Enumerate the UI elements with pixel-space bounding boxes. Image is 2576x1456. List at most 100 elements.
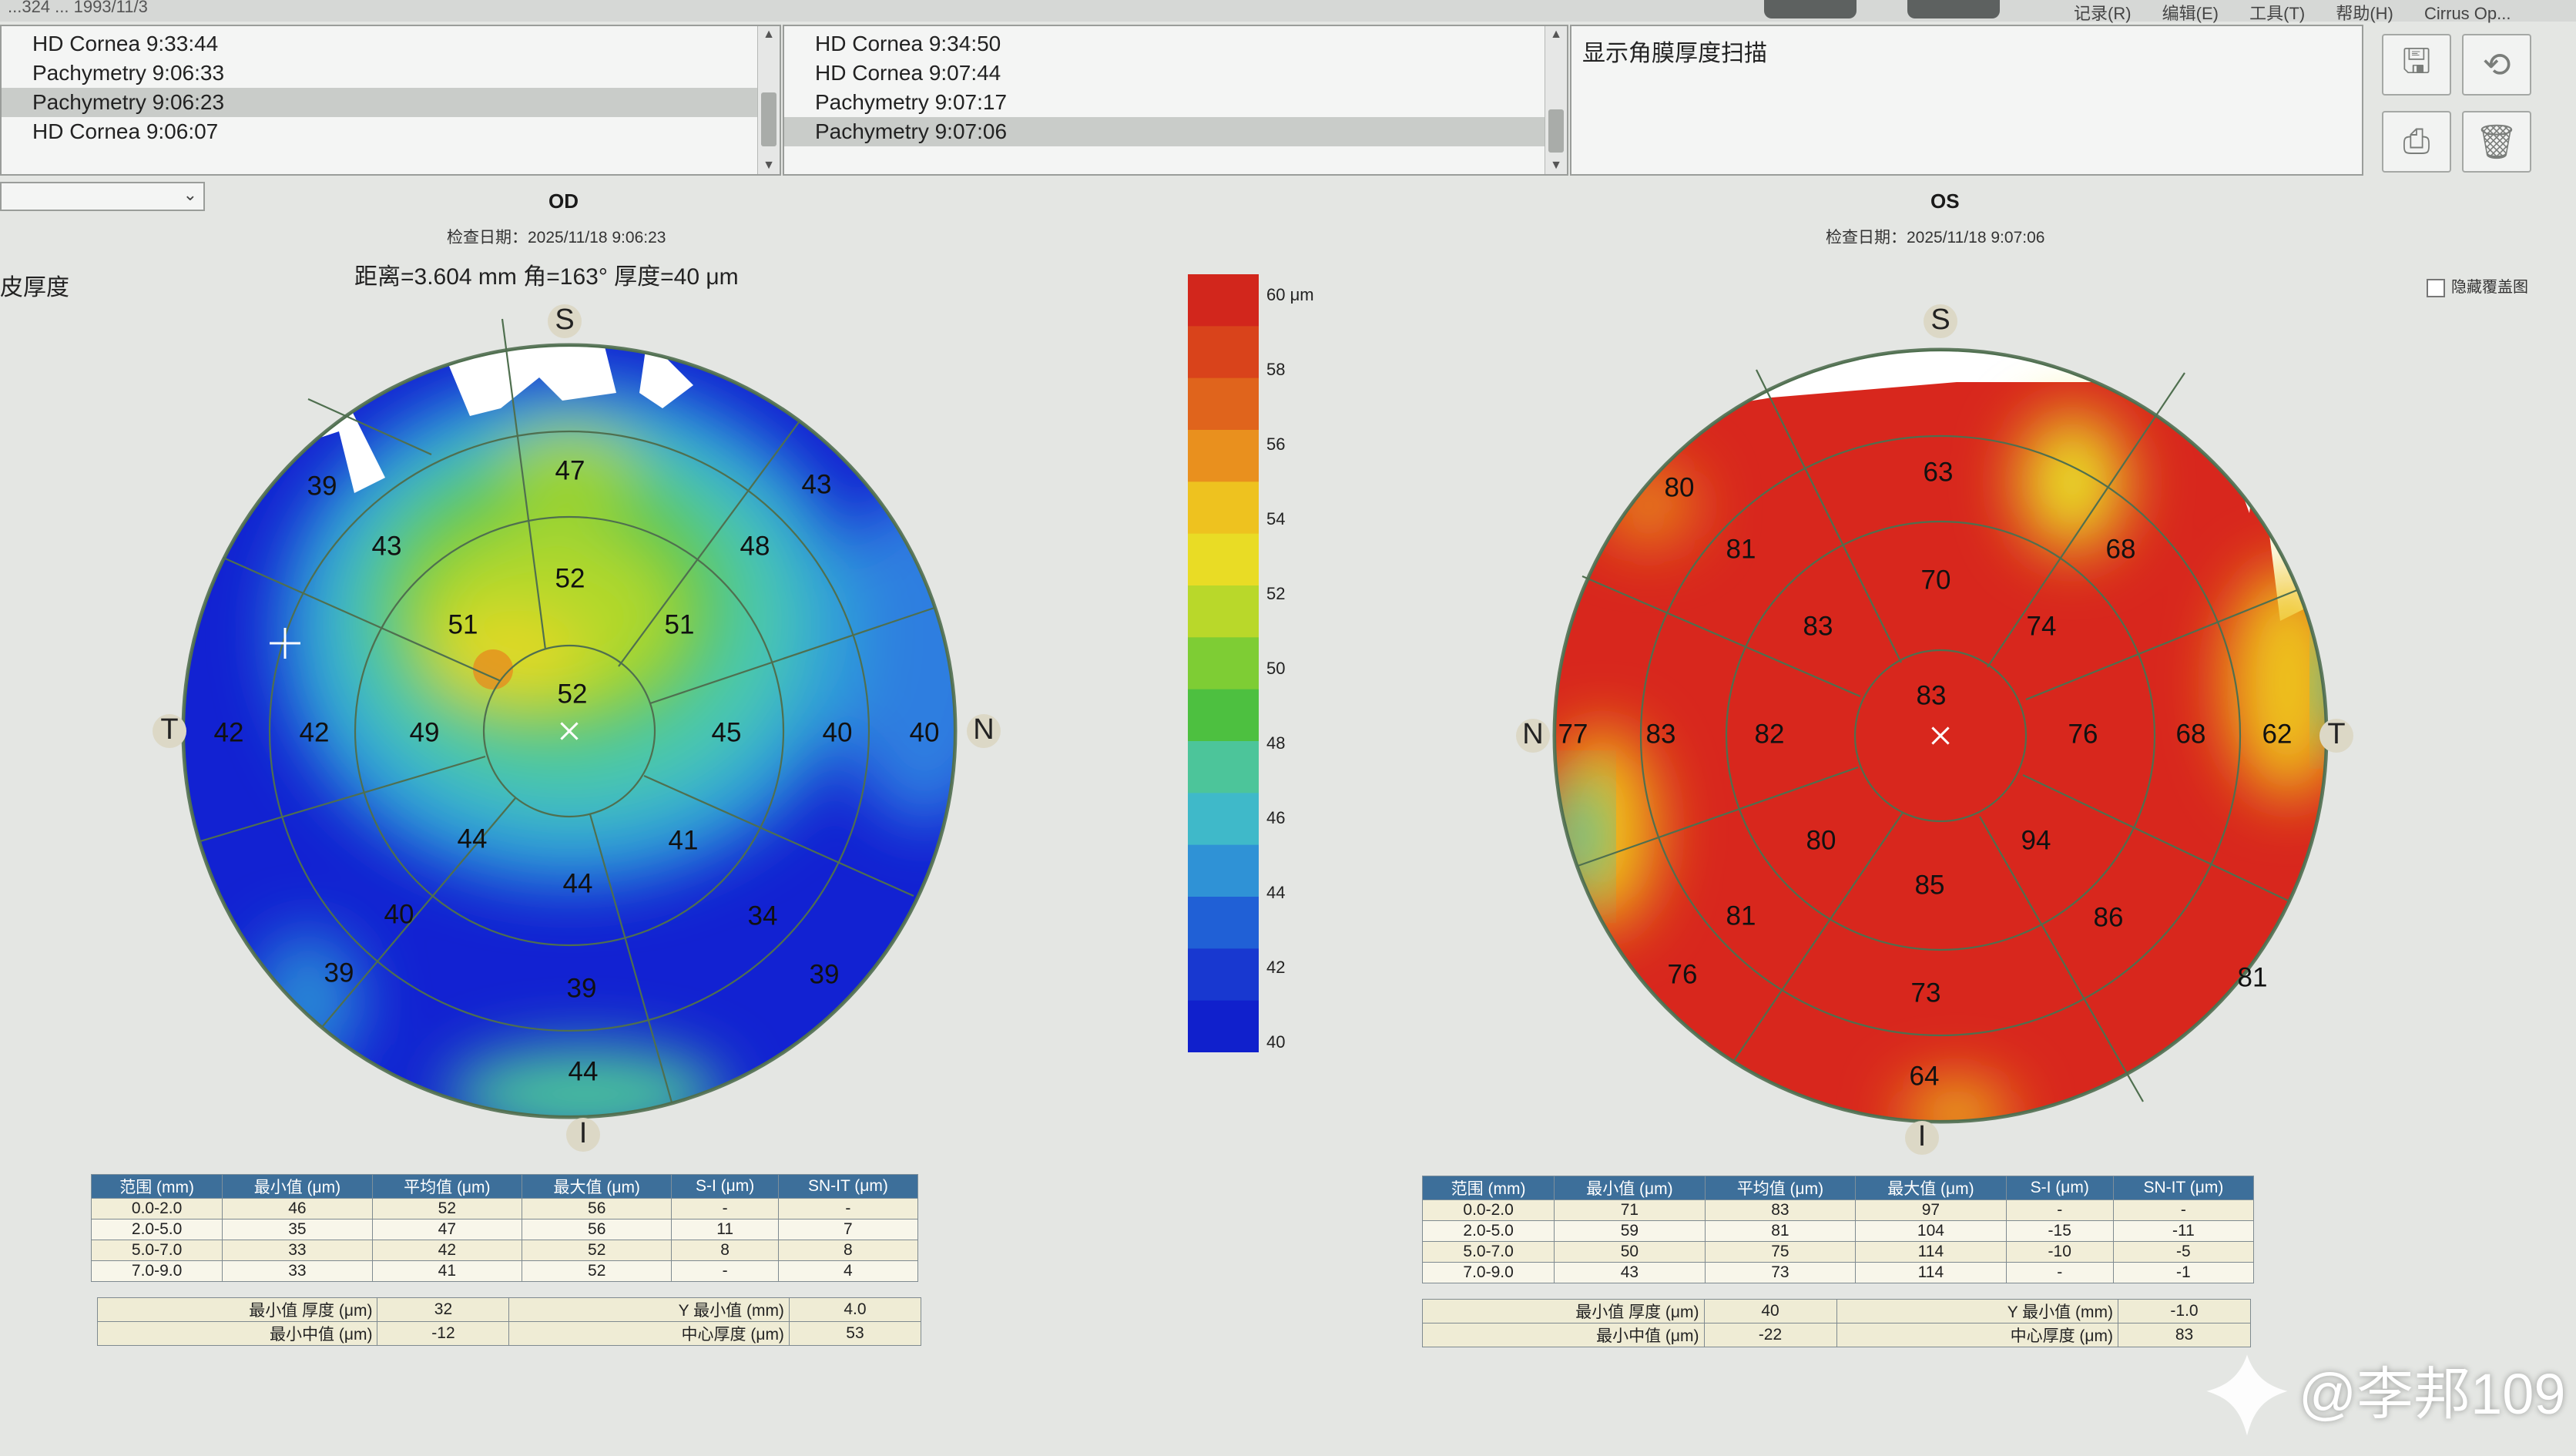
od-scan-item[interactable]: Pachymetry 9:06:33	[32, 61, 225, 85]
table-cell: -	[671, 1260, 779, 1282]
menu-tools[interactable]: 工具(T)	[2249, 4, 2306, 23]
od-zone-value: 52	[558, 679, 588, 709]
table-cell: 33	[222, 1260, 373, 1282]
save-button[interactable]: 🖫	[2382, 34, 2451, 96]
scan-description-panel: 显示角膜厚度扫描	[1570, 25, 2363, 176]
scroll-thumb[interactable]	[1548, 109, 1564, 153]
os-toggle-button[interactable]	[1907, 0, 2000, 18]
color-scale-label: 60 μm	[1266, 285, 1314, 304]
od-zone-value: 48	[740, 531, 770, 561]
print-button[interactable]: ⎙	[2382, 111, 2451, 173]
od-heatmap	[184, 346, 954, 1116]
table-header-cell: 范围 (mm)	[1421, 1176, 1555, 1200]
color-scale-band	[1188, 430, 1259, 483]
od-scan-item[interactable]: Pachymetry 9:06:23	[2, 88, 780, 117]
os-zone-value: 76	[2068, 719, 2098, 749]
od-scan-item[interactable]: HD Cornea 9:06:07	[32, 119, 219, 143]
table-row: 7.0-9.0 33 41 52-4	[90, 1260, 919, 1282]
summary-cell: -22	[1703, 1323, 1837, 1347]
table-cell: 52	[371, 1198, 523, 1219]
scroll-up-icon[interactable]: ▲	[1550, 28, 1562, 41]
color-scale-band	[1188, 481, 1259, 535]
od-measurement-readout: 距离=3.604 mm 角=163° 厚度=40 μm	[354, 264, 739, 290]
table-cell: 71	[1554, 1199, 1706, 1221]
summary-cell: 32	[377, 1297, 510, 1322]
os-scan-item[interactable]: Pachymetry 9:07:17	[815, 90, 1008, 114]
summary-cell: 最小中值 (μm)	[1422, 1323, 1705, 1347]
scroll-thumb[interactable]	[761, 92, 776, 146]
table-cell: 50	[1554, 1241, 1706, 1263]
color-scale-band	[1188, 326, 1259, 379]
scroll-down-icon[interactable]: ▼	[1550, 159, 1562, 172]
od-zone-value: 49	[410, 717, 440, 747]
color-scale-band	[1188, 1000, 1259, 1052]
od-zone-value: 52	[555, 563, 585, 593]
table-header-cell: 平均值 (μm)	[371, 1174, 523, 1199]
color-scale-label: 42	[1266, 958, 1286, 977]
od-zone-value: 39	[324, 958, 354, 988]
od-zone-value: 51	[665, 609, 695, 639]
summary-cell: 4.0	[788, 1297, 922, 1322]
od-zone-value: 39	[307, 471, 337, 501]
os-zone-value: 74	[2027, 611, 2057, 641]
os-zone-value: 68	[2176, 719, 2206, 749]
table-cell: 2.0-5.0	[1421, 1220, 1555, 1242]
od-zone-value: 43	[802, 469, 832, 499]
os-zone-value: 83	[1646, 719, 1676, 749]
od-zone-value: 34	[748, 901, 778, 931]
od-scan-list[interactable]: HD Cornea 9:33:44 Pachymetry 9:06:33 Pachy…	[0, 25, 781, 176]
table-cell: -15	[2005, 1220, 2114, 1242]
table-cell: 5.0-7.0	[1421, 1241, 1555, 1263]
os-zone-value: 64	[1910, 1061, 1940, 1091]
menu-cirrus[interactable]: Cirrus Op...	[2424, 4, 2511, 23]
checkbox-box[interactable]	[2427, 278, 2445, 297]
od-thickness-map[interactable]: 52 52 51 45 41 44 49 51 47 48 40 34 39 4…	[108, 293, 1017, 1156]
table-cell: 114	[1855, 1241, 2007, 1263]
od-zone-value: 41	[669, 825, 699, 855]
od-zone-value: 39	[567, 973, 597, 1003]
os-scan-item[interactable]: HD Cornea 9:07:44	[815, 61, 1001, 85]
color-scale-band	[1188, 689, 1259, 742]
table-cell: 11	[671, 1219, 779, 1240]
summary-row: 最小中值 (μm) -22 中心厚度 (μm) 83	[1422, 1323, 2251, 1347]
od-scan-item[interactable]: HD Cornea 9:33:44	[32, 32, 219, 55]
summary-row: 最小值 厚度 (μm) 40 Y 最小值 (mm) -1.0	[1422, 1299, 2251, 1323]
analysis-dropdown[interactable]: ⌄	[0, 182, 205, 211]
os-zone-value: 81	[2238, 962, 2268, 992]
os-zone-value: 80	[1665, 472, 1695, 502]
menu-help[interactable]: 帮助(H)	[2336, 4, 2393, 23]
os-zone-value: 70	[1921, 565, 1951, 595]
scroll-down-icon[interactable]: ▼	[763, 159, 775, 172]
table-cell: 52	[522, 1260, 673, 1282]
back-button[interactable]: ⟲	[2462, 34, 2531, 96]
od-inferior-label: I	[579, 1117, 588, 1149]
table-cell: 43	[1554, 1262, 1706, 1283]
os-zone-value: 63	[1924, 457, 1954, 487]
os-scan-item[interactable]: HD Cornea 9:34:50	[815, 32, 1001, 55]
summary-cell: 中心厚度 (μm)	[508, 1321, 790, 1346]
color-scale-label: 52	[1266, 584, 1286, 603]
os-superior-label: S	[1930, 304, 1950, 336]
os-thickness-map[interactable]: 83 70 74 76 94 85 80 82 83 63 68 68 86 8…	[1479, 297, 2388, 1160]
table-cell: 97	[1855, 1199, 2007, 1221]
od-zone-value: 40	[384, 899, 414, 929]
os-scan-item[interactable]: Pachymetry 9:07:06	[784, 117, 1567, 146]
os-scan-list[interactable]: HD Cornea 9:34:50 HD Cornea 9:07:44 Pachym…	[783, 25, 1568, 176]
delete-button[interactable]: 🗑	[2462, 111, 2531, 173]
table-header-cell: 最大值 (μm)	[522, 1174, 673, 1199]
od-toggle-button[interactable]	[1764, 0, 1857, 18]
scroll-up-icon[interactable]: ▲	[763, 28, 775, 41]
scan-description: 显示角膜厚度扫描	[1582, 41, 1767, 66]
table-cell: 35	[222, 1219, 373, 1240]
od-list-scrollbar[interactable]: ▲ ▼	[757, 26, 780, 174]
table-cell: -10	[2005, 1241, 2114, 1263]
table-cell: 83	[1704, 1199, 1857, 1221]
color-scale-band	[1188, 377, 1259, 431]
menu-edit[interactable]: 编辑(E)	[2162, 4, 2219, 23]
menu-record[interactable]: 记录(R)	[2074, 4, 2132, 23]
os-list-scrollbar[interactable]: ▲ ▼	[1545, 26, 1567, 174]
hide-overlay-checkbox[interactable]: 隐藏覆盖图	[2427, 274, 2528, 297]
color-scale-band	[1188, 533, 1259, 586]
table-header-cell: S-I (μm)	[671, 1174, 779, 1199]
summary-cell: 53	[788, 1321, 922, 1346]
